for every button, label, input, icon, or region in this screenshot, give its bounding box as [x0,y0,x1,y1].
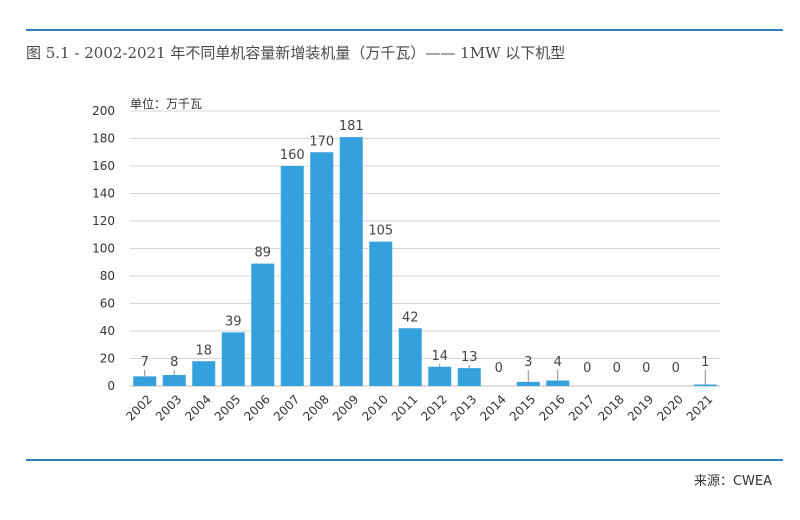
bar [693,384,717,386]
y-tick-label: 100 [92,242,115,256]
data-label: 0 [495,361,503,376]
x-tick-label: 2015 [507,392,538,423]
x-tick-label: 2005 [212,392,243,423]
y-tick-label: 60 [100,297,115,311]
bar [516,381,540,386]
data-label: 0 [613,361,621,376]
x-tick-label: 2021 [684,392,715,423]
data-label: 13 [461,350,478,365]
y-tick-label: 160 [92,159,115,173]
x-axis-ticks: 2002200320042005200620072008200920102011… [123,392,715,423]
y-tick-label: 40 [100,324,115,338]
data-label: 0 [642,361,650,376]
x-tick-label: 2011 [389,392,420,423]
data-label: 181 [339,119,364,134]
data-labels: 7 8 18 39 89 160 170 181 105 42 14 13 0 3 4 0 0 0 0 1 [141,119,710,376]
y-tick-label: 20 [100,352,115,366]
data-label: 3 [524,355,532,370]
x-tick-label: 2014 [477,392,508,423]
data-label: 39 [225,314,242,329]
x-tick-label: 2019 [625,392,656,423]
y-tick-label: 120 [92,214,115,228]
x-tick-label: 2006 [241,392,272,423]
bar [339,137,363,386]
data-label: 89 [254,246,271,261]
y-tick-label: 140 [92,187,115,201]
bar [398,328,422,386]
data-label: 14 [431,349,448,364]
x-tick-label: 2016 [536,392,567,423]
bar [133,376,157,386]
x-tick-label: 2013 [448,392,479,423]
x-tick-label: 2018 [595,392,626,423]
source-note: 来源：CWEA [693,474,772,489]
bottom-rule [26,459,783,461]
x-tick-label: 2007 [271,392,302,423]
x-tick-label: 2012 [418,392,449,423]
data-label: 4 [554,355,562,370]
bar [221,332,245,386]
y-tick-label: 200 [92,104,115,118]
y-axis-ticks: 0 20 40 60 80 100 120 140 160 180 200 [92,104,115,393]
bar [369,241,393,386]
y-tick-label: 180 [92,132,115,146]
bar [457,368,481,386]
x-tick-label: 2003 [153,392,184,423]
x-tick-label: 2009 [330,392,361,423]
bar [546,380,570,386]
x-tick-label: 2002 [123,392,154,423]
bar [428,366,452,386]
y-tick-label: 80 [100,269,115,283]
data-label: 1 [701,355,709,370]
data-label: 8 [170,355,178,370]
bar [280,166,304,386]
x-tick-label: 2017 [566,392,597,423]
unit-label: 单位：万千瓦 [130,96,202,111]
gridlines [130,110,720,387]
data-label: 105 [368,224,393,239]
chart-title: 图 5.1 - 2002-2021 年不同单机容量新增装机量（万千瓦）—— 1M… [26,44,566,62]
data-label: 170 [309,134,334,149]
bar [192,361,216,386]
bar [251,263,275,386]
bar [310,152,334,386]
x-tick-label: 2008 [300,392,331,423]
data-label: 42 [402,310,419,325]
x-tick-label: 2020 [654,392,685,423]
data-label: 0 [672,361,680,376]
y-tick-label: 0 [107,379,115,393]
data-label: 0 [583,361,591,376]
bars [133,137,717,386]
x-tick-label: 2004 [182,392,213,423]
bar [162,375,186,386]
data-label: 160 [280,148,305,163]
top-rule [26,29,783,31]
x-tick-label: 2010 [359,392,390,423]
data-label: 18 [195,343,212,358]
data-label: 7 [141,355,149,370]
